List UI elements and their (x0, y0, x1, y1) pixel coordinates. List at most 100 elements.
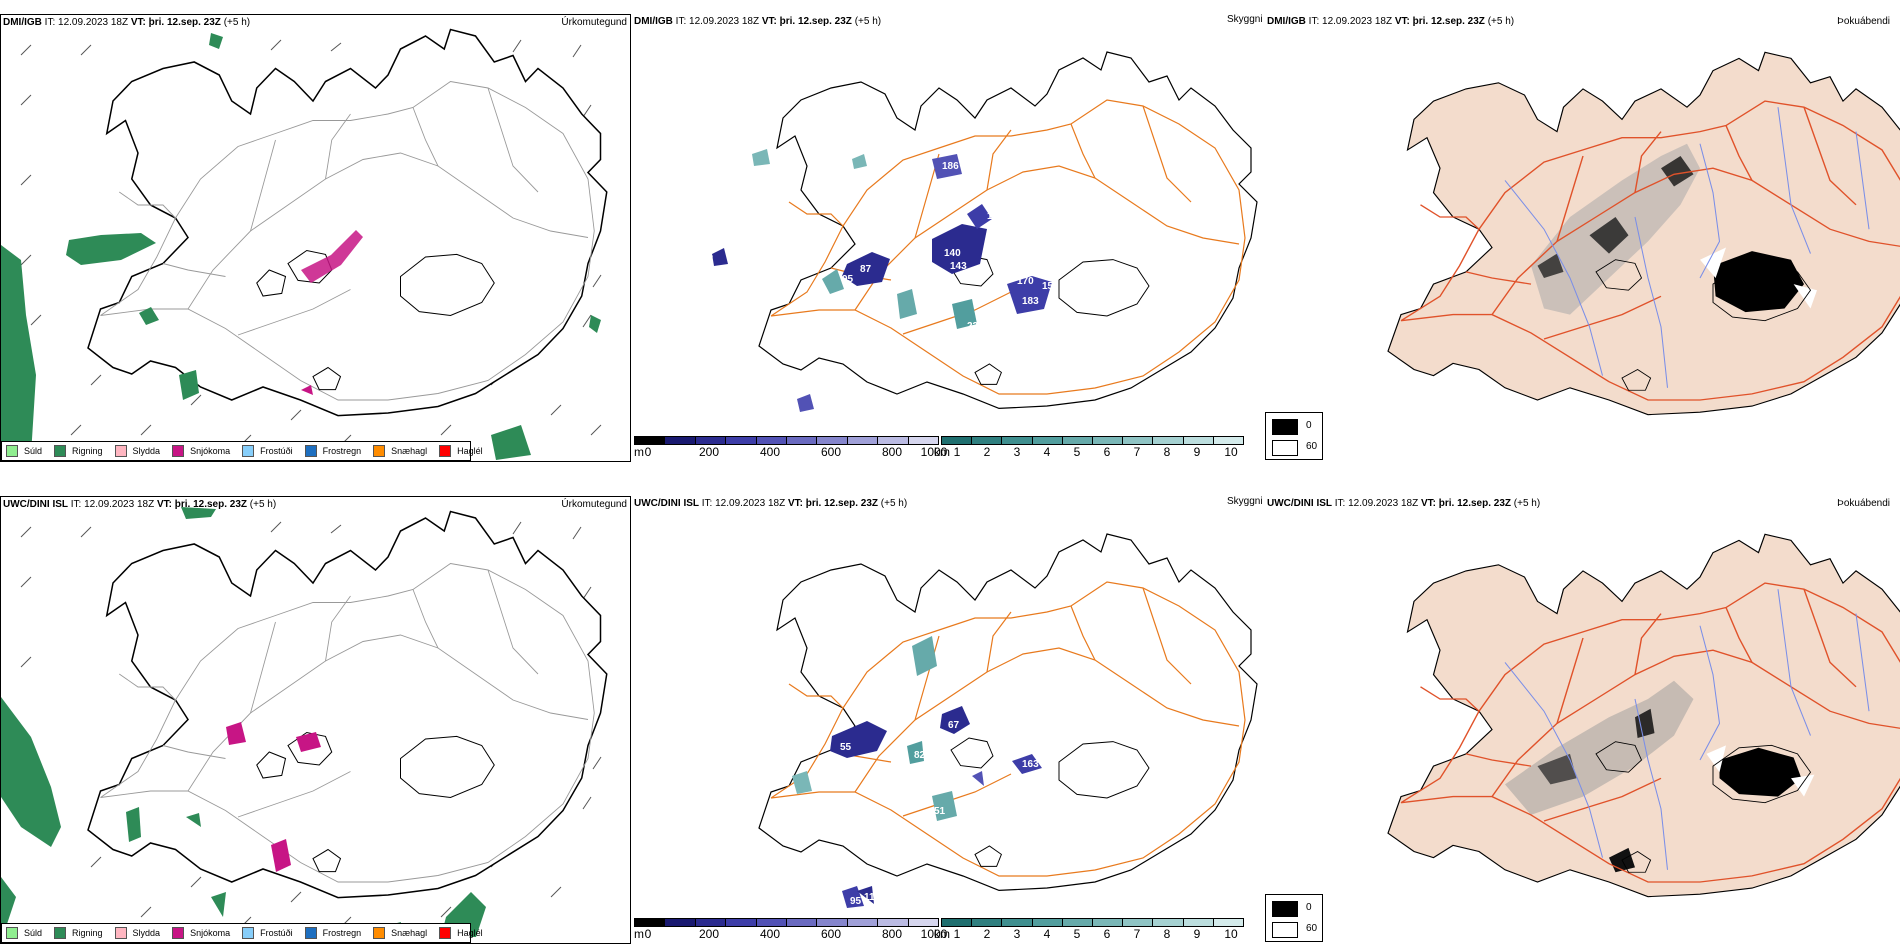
legend-swatch (373, 445, 386, 457)
vis-label: 170 (1017, 276, 1034, 287)
panel-title: UWC/DINI ISL IT: 12.09.2023 18Z VT: þri.… (1267, 498, 1540, 509)
fog-panel-type-label: Þokuábendi (1837, 498, 1890, 509)
colorbar-km-swatches (941, 918, 1244, 927)
model-name: DMI/IGB (1267, 16, 1306, 27)
legend-item-frostregn: Frostregn (304, 927, 362, 939)
legend-label: Frostregn (322, 928, 362, 938)
it-value: 12.09.2023 18Z (1348, 498, 1419, 509)
vis-label: 115 (930, 397, 947, 408)
legend-item-snaehagl: Snæhagl (373, 927, 427, 939)
visibility-panel-type-label: Skyggni (1227, 496, 1263, 507)
visibility-areas (712, 149, 1052, 412)
vis-label: 163 (1022, 759, 1039, 770)
fog-key-swatch-dark (1272, 901, 1298, 917)
legend-label: Snæhagl (391, 928, 428, 938)
precip-map-canvas (1, 28, 608, 460)
vis-label: 153 (1042, 281, 1059, 292)
colorbar-tick: 8 (1163, 927, 1171, 941)
vt-label: VT: (156, 499, 172, 510)
vt-value: þri. 12.sep. 23Z (174, 499, 248, 510)
legend-item-snjokoma: Snjókoma (172, 927, 230, 939)
colorbar-tick: 800 (881, 445, 903, 459)
vis-label: 51 (934, 806, 946, 817)
precip-type-legend: Súld Rigning Slydda Snjókoma Frostúði Fr… (1, 923, 483, 943)
legend-item-snjokoma: Snjókoma (172, 445, 230, 457)
legend-label: Frostregn (322, 446, 362, 456)
panel-title: DMI/IGB IT: 12.09.2023 18Z VT: þri. 12.s… (634, 16, 881, 27)
colorbar-tick: 9 (1193, 445, 1201, 459)
legend-label: Snjókoma (190, 928, 231, 938)
colorbar-kilometers: km 1 2 3 4 5 6 7 8 9 10 (934, 436, 1244, 459)
panel-title: UWC/DINI ISL IT: 12.09.2023 18Z VT: þri.… (3, 499, 276, 510)
vt-label: VT: (1394, 16, 1410, 27)
visibility-map-uwc: 67 55 163 51 95 111 21 82 49 UWC/DINI IS… (632, 496, 1262, 944)
model-name: UWC/DINI ISL (3, 499, 68, 510)
lead-time: (+5 h) (1487, 16, 1515, 27)
legend-swatch (242, 445, 255, 457)
visibility-areas (792, 636, 1042, 908)
it-label: IT: (675, 16, 687, 27)
fog-panel-type-label: Þokuábendi (1837, 16, 1890, 27)
model-name: UWC/DINI ISL (634, 498, 699, 509)
precip-type-map-dmi: DMI/IGB IT: 12.09.2023 18Z VT: þri. 12.s… (0, 14, 631, 462)
vt-value: þri. 12.sep. 23Z (1438, 498, 1512, 509)
vis-label: 186 (942, 161, 959, 172)
legend-swatch (242, 927, 255, 939)
legend-swatch (172, 927, 185, 939)
colorbar-tick: 2 (983, 927, 991, 941)
fog-map-canvas (1387, 533, 1900, 898)
colorbar-unit: m (634, 927, 644, 941)
legend-label: Súld (24, 446, 43, 456)
vis-label: 49 (1000, 778, 1012, 789)
vt-value: þri. 12.sep. 23Z (805, 498, 879, 509)
colorbar-tick: 6 (1103, 445, 1111, 459)
legend-label: Haglél (457, 928, 483, 938)
vt-value: þri. 12.sep. 23Z (779, 16, 852, 27)
vis-label: 183 (1022, 296, 1039, 307)
colorbar-meters: m 0 200 400 600 800 1000 (634, 918, 947, 941)
it-value: 12.09.2023 18Z (715, 498, 786, 509)
vt-value: þri. 12.sep. 23Z (148, 17, 221, 28)
legend-item-snaehagl: Snæhagl (373, 445, 427, 457)
colorbar-tick: 200 (698, 445, 720, 459)
panel-title: UWC/DINI ISL IT: 12.09.2023 18Z VT: þri.… (634, 498, 907, 509)
fog-map-canvas (1387, 51, 1900, 416)
legend-label: Frostúði (260, 446, 293, 456)
fog-key-top-value: 0 (1306, 902, 1312, 913)
vis-label: 87 (860, 264, 872, 275)
vis-label: 55 (840, 742, 852, 753)
panel-title: DMI/IGB IT: 12.09.2023 18Z VT: þri. 12.s… (3, 17, 250, 28)
colorbar-tick: 600 (820, 927, 842, 941)
lead-time: (+5 h) (854, 16, 882, 27)
legend-swatch (439, 927, 452, 939)
fog-key-swatch-light (1272, 922, 1298, 938)
lead-time: (+5 h) (249, 499, 277, 510)
vis-label: 21 (882, 720, 894, 731)
legend-label: Súld (24, 928, 43, 938)
colorbar-tick: 3 (1013, 445, 1021, 459)
it-value: 12.09.2023 18Z (689, 16, 760, 27)
visibility-panel-type-label: Skyggni (1227, 14, 1263, 25)
precip-areas (1, 507, 486, 939)
it-label: IT: (70, 499, 82, 510)
colorbar-tick: 7 (1133, 927, 1141, 941)
lead-time: (+5 h) (223, 17, 251, 28)
visibility-map-dmi: 186 136 140 143 87 95 170 153 183 229 56… (632, 14, 1262, 462)
precip-areas (1, 33, 601, 460)
vis-label: 127 (907, 391, 924, 402)
lead-time: (+5 h) (1513, 498, 1541, 509)
colorbar-tick: 200 (698, 927, 720, 941)
legend-label: Slydda (132, 928, 161, 938)
legend-swatch (172, 445, 185, 457)
precip-type-legend: Súld Rigning Slydda Snjókoma Frostúði Fr… (1, 441, 483, 461)
legend-item-sudl: Súld (6, 927, 42, 939)
precip-panel-type-label: Úrkomutegund (561, 499, 627, 510)
vt-label: VT: (787, 498, 803, 509)
colorbar-unit: km (934, 445, 950, 459)
legend-item-haglel: Haglél (439, 445, 483, 457)
colorbar-tick: 1000 (920, 445, 948, 459)
legend-swatch (304, 445, 317, 457)
vis-label: 95 (842, 274, 854, 285)
legend-swatch (373, 927, 386, 939)
legend-swatch (439, 445, 452, 457)
